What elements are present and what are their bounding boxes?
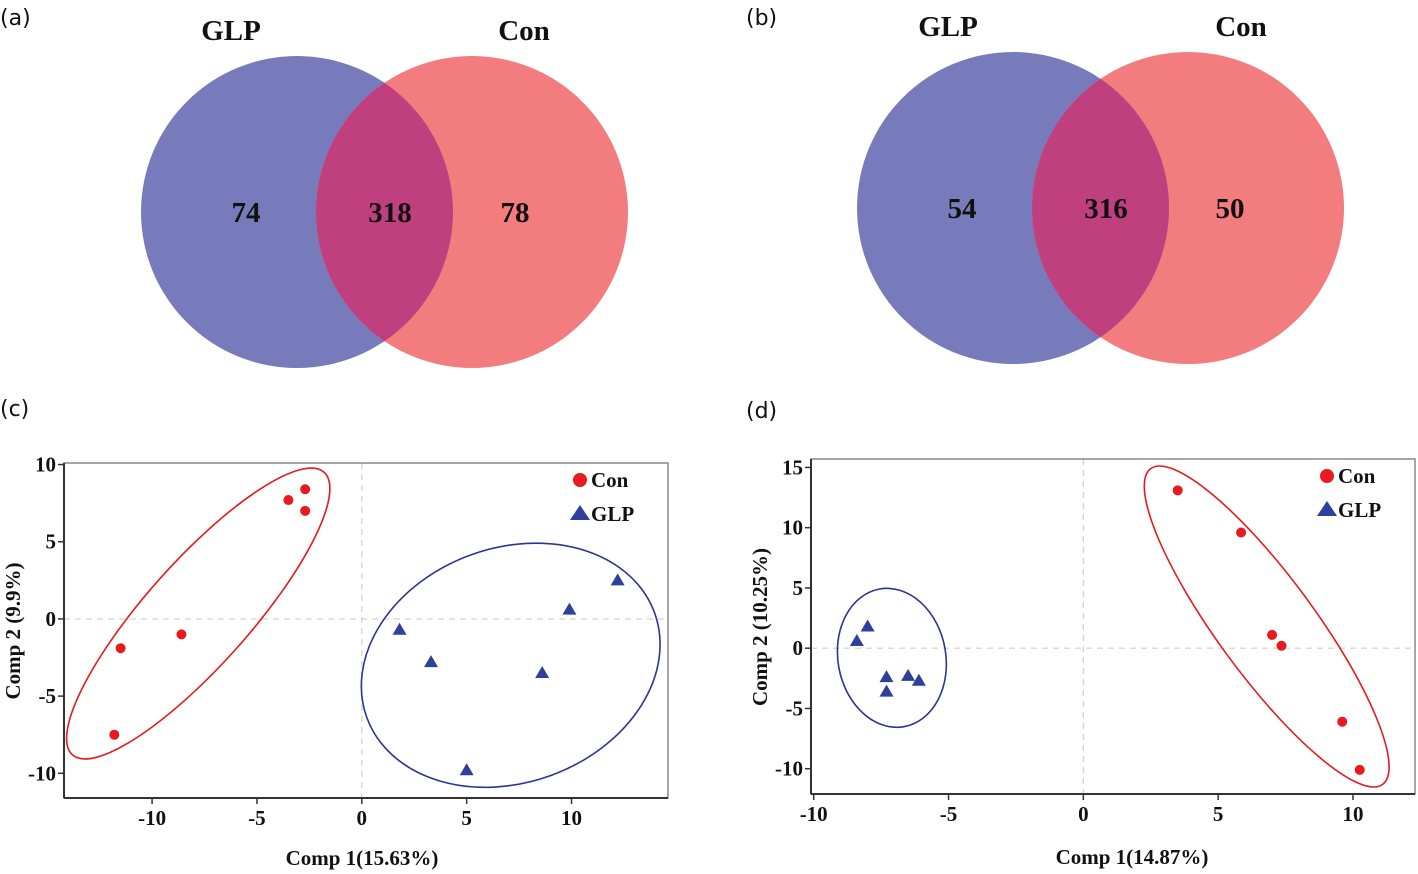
data-point-glp-c xyxy=(610,573,625,586)
y-tick-label-d: 5 xyxy=(793,576,804,600)
y-tick-label-d: 15 xyxy=(782,455,803,479)
data-point-glp-c xyxy=(424,655,439,668)
legend-marker-con-c xyxy=(573,473,587,487)
x-tick-label-c: -10 xyxy=(138,806,166,830)
panel-label-c: (c) xyxy=(0,397,29,422)
confidence-ellipse-con-c xyxy=(65,467,331,760)
panel-d: (d) Comp 1(14.87%) Comp 2 (10.25%) -10 -5… xyxy=(746,399,1416,869)
venn-b-glp-title: GLP xyxy=(918,11,978,43)
data-point-con-c xyxy=(283,495,294,506)
venn-b-con-only-count: 50 xyxy=(1216,193,1245,225)
data-point-glp-c xyxy=(535,665,550,678)
venn-b-glp-only-count: 54 xyxy=(948,193,977,225)
y-axis-title-c: Comp 2 (9.9%) xyxy=(1,562,25,699)
y-tick-label-c: -10 xyxy=(28,761,56,785)
x-tick-label-d: 10 xyxy=(1342,802,1363,826)
legend-label-glp-d: GLP xyxy=(1338,498,1381,522)
legend-label-con-c: Con xyxy=(591,468,629,492)
x-tick-label-d: 0 xyxy=(1078,802,1089,826)
data-point-con-c xyxy=(109,729,120,740)
data-point-con-d xyxy=(1267,629,1278,640)
legend-label-glp-c: GLP xyxy=(591,502,634,526)
panel-label-a: (a) xyxy=(0,6,31,31)
x-tick-label-c: 0 xyxy=(357,806,368,830)
legend-marker-con-d xyxy=(1320,469,1334,483)
y-tick-label-d: 0 xyxy=(793,636,804,660)
data-point-glp-d xyxy=(901,668,916,681)
data-point-glp-c xyxy=(392,622,407,635)
data-point-glp-d xyxy=(911,673,926,686)
y-tick-label-c: 0 xyxy=(46,607,57,631)
panel-c: (c) Comp 1(15.63%) Comp 2 (9.9%) -10 -5 0 5… xyxy=(0,397,669,870)
data-point-con-c xyxy=(176,629,187,640)
venn-b-overlap xyxy=(1032,52,1169,364)
confidence-ellipse-glp-d xyxy=(836,587,948,729)
x-tick-label-c: 10 xyxy=(561,806,582,830)
x-tick-label-c: -5 xyxy=(248,806,266,830)
data-point-con-d xyxy=(1354,764,1365,775)
y-tick-label-c: -5 xyxy=(39,684,57,708)
data-point-con-d xyxy=(1337,716,1348,727)
x-tick-label-d: 5 xyxy=(1213,802,1224,826)
data-point-con-c xyxy=(300,505,311,516)
data-point-con-c xyxy=(300,484,311,495)
data-point-glp-d xyxy=(849,633,864,646)
data-point-glp-d xyxy=(860,619,875,632)
venn-a-con-title: Con xyxy=(498,15,550,47)
data-point-glp-d xyxy=(879,684,894,697)
data-point-con-d xyxy=(1236,527,1247,538)
legend-marker-glp-c xyxy=(570,505,590,520)
x-axis-title-d: Comp 1(14.87%) xyxy=(1056,845,1209,869)
venn-b-con-title: Con xyxy=(1215,11,1267,43)
y-tick-label-d: 10 xyxy=(782,516,803,540)
y-tick-label-d: -10 xyxy=(775,757,803,781)
data-point-glp-c xyxy=(459,763,474,776)
y-tick-label-c: 5 xyxy=(46,530,57,554)
x-axis-title-c: Comp 1(15.63%) xyxy=(286,846,439,870)
x-tick-label-d: -5 xyxy=(940,802,958,826)
confidence-ellipse-con-d xyxy=(1143,465,1390,788)
x-tick-label-d: -10 xyxy=(800,802,828,826)
venn-a-glp-title: GLP xyxy=(201,15,261,47)
panel-b: (b) GLP Con 54 316 50 xyxy=(746,6,1344,364)
panel-label-d: (d) xyxy=(746,399,777,424)
y-tick-label-d: -5 xyxy=(786,696,804,720)
venn-b-overlap-count: 316 xyxy=(1084,193,1128,225)
legend-marker-glp-d xyxy=(1317,501,1337,516)
data-point-con-c xyxy=(115,643,126,654)
confidence-ellipse-glp-c xyxy=(360,542,661,789)
y-tick-label-c: 10 xyxy=(35,453,56,477)
legend-label-con-d: Con xyxy=(1338,464,1376,488)
panel-a: (a) GLP Con 74 318 78 xyxy=(0,6,628,368)
data-point-con-d xyxy=(1172,485,1183,496)
venn-a-overlap xyxy=(316,56,453,368)
panel-label-b: (b) xyxy=(746,6,777,31)
venn-a-glp-only-count: 74 xyxy=(232,197,261,229)
data-point-con-d xyxy=(1276,640,1287,651)
x-tick-label-c: 5 xyxy=(461,806,472,830)
data-point-glp-d xyxy=(879,670,894,683)
y-axis-title-d: Comp 2 (10.25%) xyxy=(748,548,772,706)
data-point-glp-c xyxy=(562,602,577,615)
venn-a-overlap-count: 318 xyxy=(368,197,412,229)
venn-a-con-only-count: 78 xyxy=(501,197,530,229)
